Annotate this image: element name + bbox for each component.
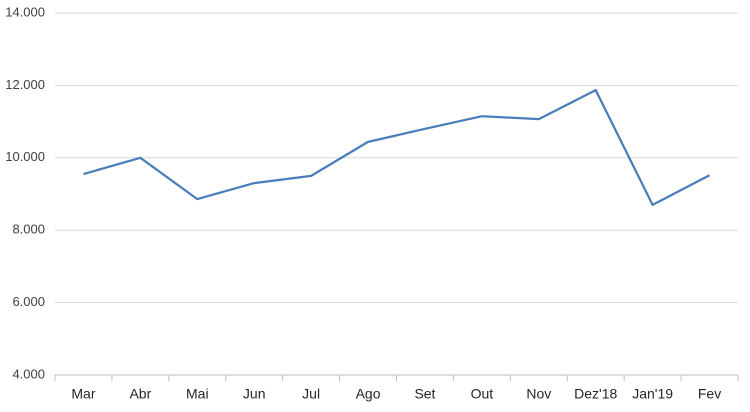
x-tick-label: Dez'18	[574, 386, 617, 402]
y-tick-label: 12.000	[5, 77, 45, 92]
y-tick-label: 8.000	[12, 222, 45, 237]
x-tick-label: Nov	[526, 386, 551, 402]
x-tick-label: Jun	[243, 386, 266, 402]
y-tick-label: 14.000	[5, 4, 45, 19]
x-tick-label: Jul	[302, 386, 320, 402]
y-tick-label: 10.000	[5, 149, 45, 164]
x-tick-label: Mai	[186, 386, 209, 402]
x-tick-label: Ago	[356, 386, 381, 402]
line-series	[83, 88, 711, 207]
x-tick-label: Out	[471, 386, 494, 402]
x-tick-label: Fev	[698, 386, 721, 402]
x-tick-label: Abr	[129, 386, 151, 402]
y-tick-label: 4.000	[12, 366, 45, 381]
x-tick-label: Jan'19	[632, 386, 673, 402]
y-tick-label: 6.000	[12, 294, 45, 309]
x-tick-label: Mar	[71, 386, 95, 402]
x-tick-label: Set	[414, 386, 435, 402]
